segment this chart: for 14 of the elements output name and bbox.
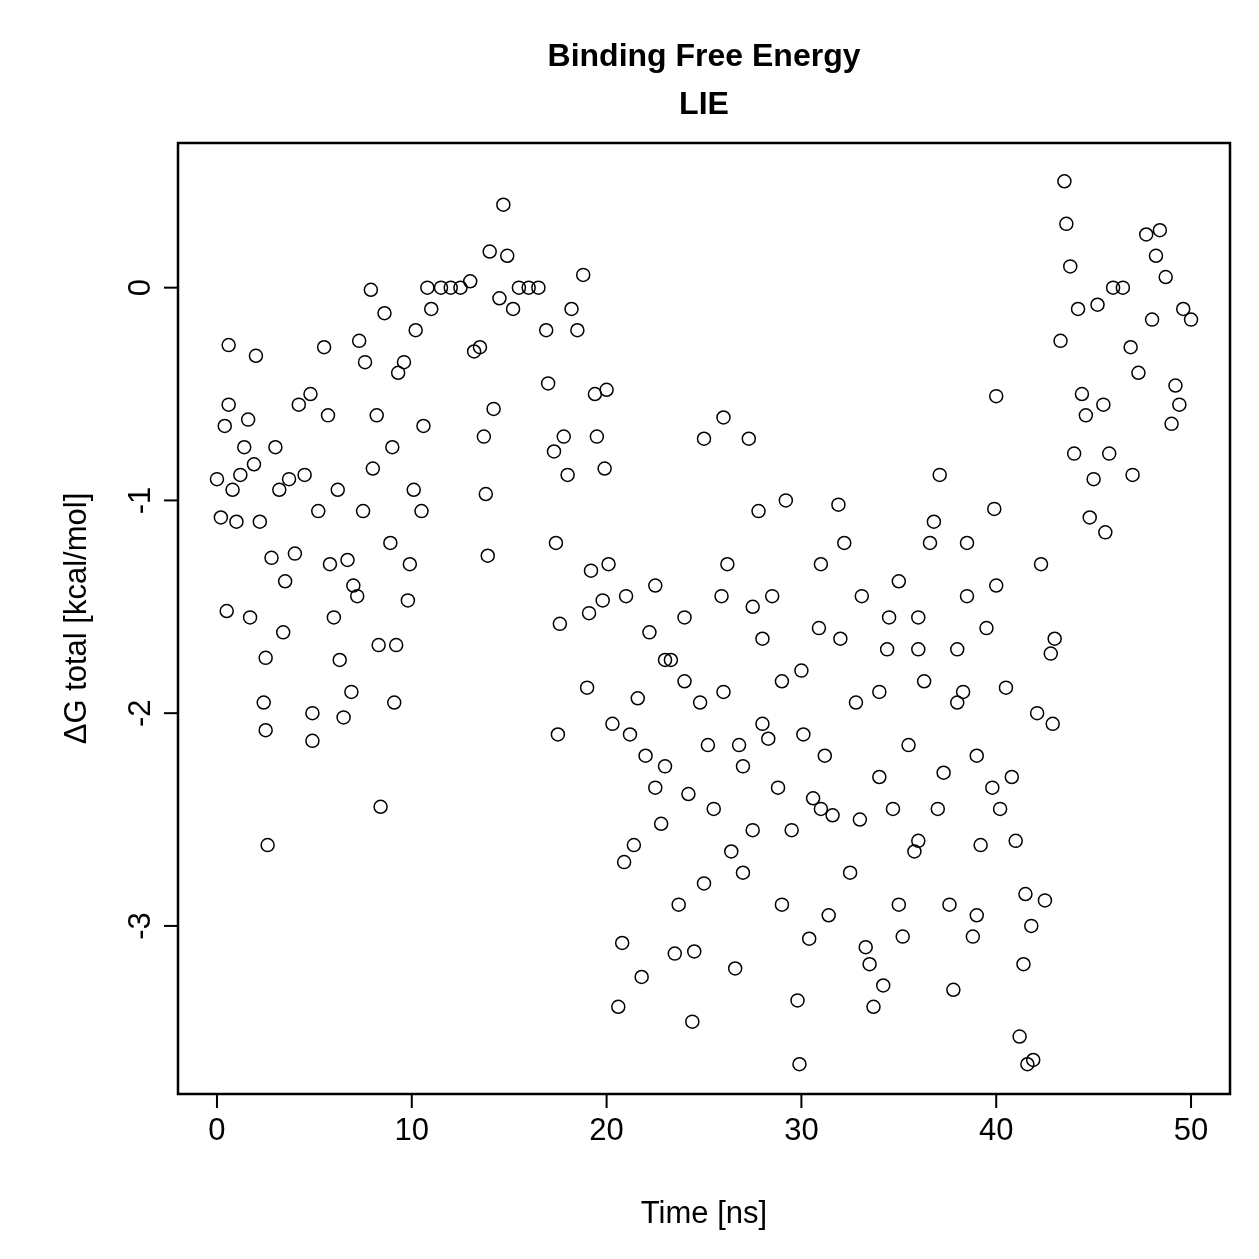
y-tick-label: -3	[122, 912, 157, 940]
x-axis-title: Time [ns]	[640, 1195, 768, 1230]
x-tick-label: 20	[589, 1112, 624, 1147]
y-tick-label: -1	[122, 486, 157, 515]
y-tick-label: -2	[122, 699, 157, 727]
x-tick-label: 0	[208, 1112, 226, 1147]
y-tick-label: 0	[122, 279, 157, 297]
x-tick-label: 50	[1173, 1112, 1209, 1147]
chart-subtitle: LIE	[679, 85, 729, 121]
chart-title: Binding Free Energy	[547, 37, 861, 73]
y-axis-title: ΔG total [kcal/mol]	[58, 492, 93, 745]
x-tick-label: 10	[394, 1112, 430, 1147]
x-tick-label: 40	[978, 1112, 1014, 1147]
x-tick-label: 30	[784, 1112, 819, 1147]
